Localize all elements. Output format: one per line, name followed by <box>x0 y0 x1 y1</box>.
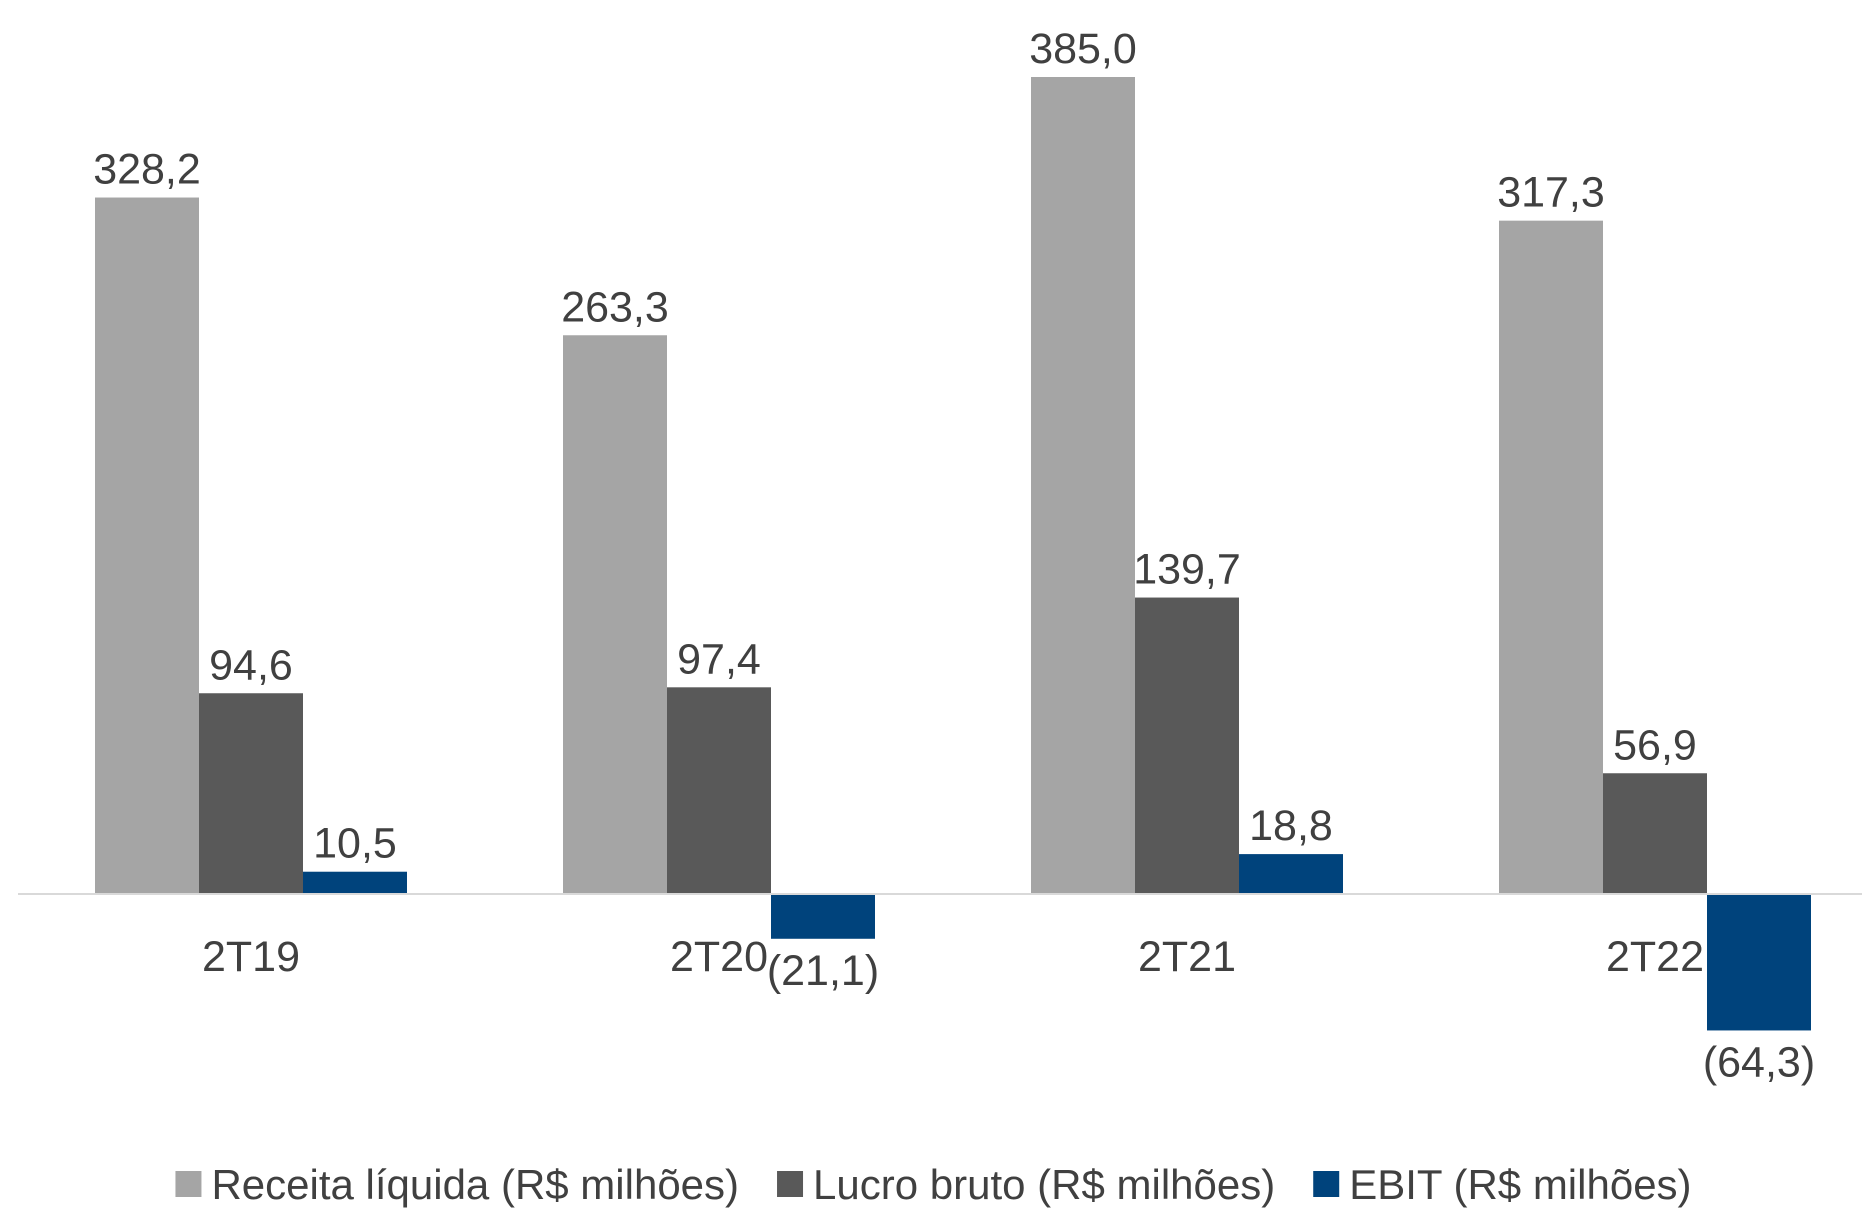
legend-swatch <box>175 1171 202 1197</box>
data-label: 94,6 <box>209 641 293 689</box>
legend-swatch <box>1313 1171 1340 1197</box>
bar <box>303 871 407 894</box>
bar <box>1135 597 1239 894</box>
bar <box>95 197 199 894</box>
data-label: 10,5 <box>313 820 397 868</box>
x-tick-label: 2T19 <box>202 933 300 981</box>
data-label: 139,7 <box>1133 546 1241 594</box>
data-label: 263,3 <box>561 283 669 331</box>
data-label: 97,4 <box>677 635 761 683</box>
bar <box>667 687 771 894</box>
x-tick-label: 2T20 <box>670 933 768 981</box>
legend-label: EBIT (R$ milhões) <box>1349 1161 1691 1208</box>
x-tick-label: 2T22 <box>1606 933 1704 981</box>
bar <box>199 693 303 894</box>
data-label: 385,0 <box>1029 25 1137 73</box>
data-label: 18,8 <box>1249 802 1333 850</box>
data-label: 328,2 <box>93 146 201 194</box>
data-label: (64,3) <box>1703 1038 1815 1086</box>
x-tick-label: 2T21 <box>1138 933 1236 981</box>
bar <box>1239 854 1343 894</box>
legend-label: Receita líquida (R$ milhões) <box>211 1161 739 1208</box>
data-label: 317,3 <box>1497 169 1605 217</box>
data-label: (21,1) <box>767 947 879 995</box>
legend-label: Lucro bruto (R$ milhões) <box>813 1161 1275 1208</box>
bar <box>1603 773 1707 894</box>
bar <box>1707 894 1811 1031</box>
bar <box>771 894 875 939</box>
bar <box>1499 220 1603 894</box>
data-label: 56,9 <box>1613 721 1697 769</box>
legend-swatch <box>777 1171 804 1197</box>
bar <box>1031 77 1135 894</box>
bar <box>563 335 667 894</box>
